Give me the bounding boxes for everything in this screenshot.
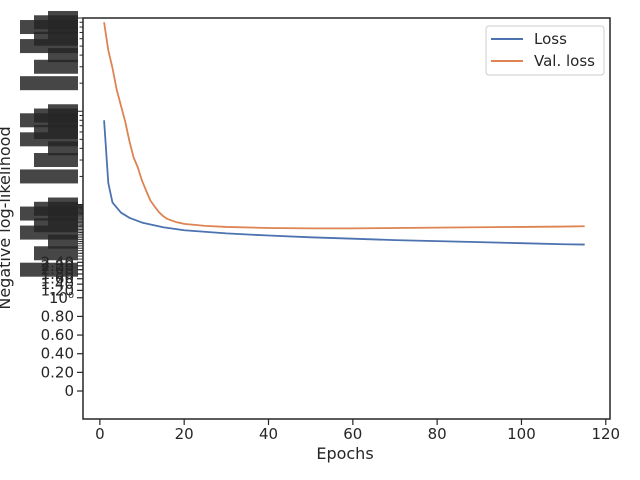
x-tick-label: 80 bbox=[428, 425, 447, 443]
series-lines bbox=[103, 22, 585, 246]
x-tick-label: 20 bbox=[175, 425, 194, 443]
y-tick-label: 0.60 bbox=[41, 326, 74, 344]
y-tick-label: 0 bbox=[64, 382, 74, 400]
series-line-val-loss bbox=[103, 22, 585, 230]
y-log-tick-label-smear bbox=[20, 169, 78, 184]
y-axis-title: Negative log-likelihood bbox=[0, 126, 14, 309]
x-tick-label: 100 bbox=[507, 425, 536, 443]
y-tick-label: 0.80 bbox=[41, 307, 74, 325]
y-tick-label: 1.20 bbox=[41, 281, 74, 299]
plot-frame bbox=[82, 17, 611, 420]
y-tick-label: 10⁰ bbox=[49, 289, 74, 307]
y-log-tick-label-smear bbox=[20, 76, 78, 91]
legend-label-loss: Loss bbox=[534, 30, 567, 48]
x-tick-label: 0 bbox=[95, 425, 105, 443]
y-log-tick-label-smear bbox=[34, 246, 78, 261]
legend-label-val-loss: Val. loss bbox=[534, 52, 595, 70]
y-tick-label: 1.40 bbox=[41, 275, 74, 293]
y-log-tick-label-smear bbox=[48, 104, 78, 119]
y-log-tick-label-smear bbox=[48, 11, 78, 25]
legend: Loss Val. loss bbox=[485, 25, 605, 76]
x-tick-label: 120 bbox=[591, 425, 620, 443]
y-log-tick-label-smear bbox=[48, 197, 78, 212]
y-tick-label: 0.40 bbox=[41, 345, 74, 363]
y-log-tick-label-smear bbox=[34, 153, 78, 168]
x-tick-label: 60 bbox=[343, 425, 362, 443]
x-tick-label: 40 bbox=[259, 425, 278, 443]
y-tick-label: 0.20 bbox=[41, 363, 74, 381]
y-axis-ticks: 00.200.400.600.8010⁰1.201.401.601.802.00… bbox=[20, 11, 83, 400]
x-axis-ticks: 0 20 40 60 80 100 120 bbox=[95, 419, 620, 443]
y-log-tick-label-smear bbox=[34, 59, 78, 74]
x-axis-title: Epochs bbox=[316, 444, 373, 463]
series-line-loss bbox=[103, 120, 585, 246]
y-log-tick-label-smear bbox=[20, 262, 78, 277]
